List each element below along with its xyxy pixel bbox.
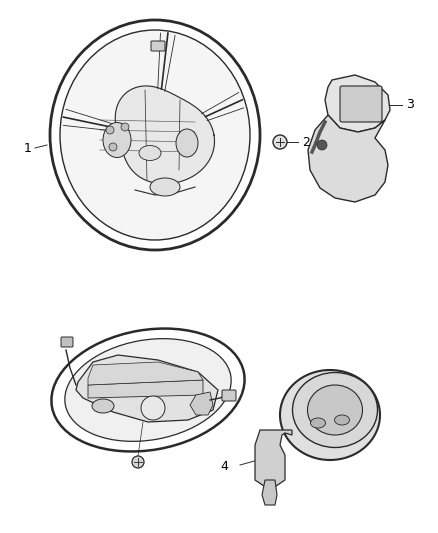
Ellipse shape	[92, 399, 114, 413]
Circle shape	[141, 396, 165, 420]
Polygon shape	[308, 115, 388, 202]
Ellipse shape	[307, 385, 363, 435]
Ellipse shape	[311, 418, 325, 428]
Text: 2: 2	[302, 135, 310, 149]
Circle shape	[121, 123, 129, 131]
Ellipse shape	[139, 146, 161, 160]
Text: 1: 1	[24, 141, 32, 155]
Circle shape	[273, 135, 287, 149]
Polygon shape	[76, 355, 218, 422]
FancyBboxPatch shape	[151, 41, 165, 51]
Ellipse shape	[293, 373, 378, 448]
Polygon shape	[115, 86, 215, 184]
Polygon shape	[88, 362, 203, 385]
Ellipse shape	[60, 30, 250, 240]
FancyBboxPatch shape	[340, 86, 382, 122]
Polygon shape	[88, 380, 203, 398]
Text: 3: 3	[406, 99, 414, 111]
Circle shape	[132, 456, 144, 468]
Ellipse shape	[65, 338, 231, 441]
Text: 4: 4	[220, 461, 228, 473]
Circle shape	[106, 126, 114, 134]
Polygon shape	[262, 480, 277, 505]
Polygon shape	[325, 75, 390, 132]
Circle shape	[109, 143, 117, 151]
Polygon shape	[255, 430, 292, 490]
Ellipse shape	[150, 178, 180, 196]
Ellipse shape	[103, 123, 131, 157]
Ellipse shape	[280, 370, 380, 460]
Polygon shape	[190, 392, 213, 415]
Ellipse shape	[176, 129, 198, 157]
FancyBboxPatch shape	[222, 390, 236, 401]
Ellipse shape	[335, 415, 350, 425]
FancyBboxPatch shape	[61, 337, 73, 347]
Circle shape	[317, 140, 327, 150]
